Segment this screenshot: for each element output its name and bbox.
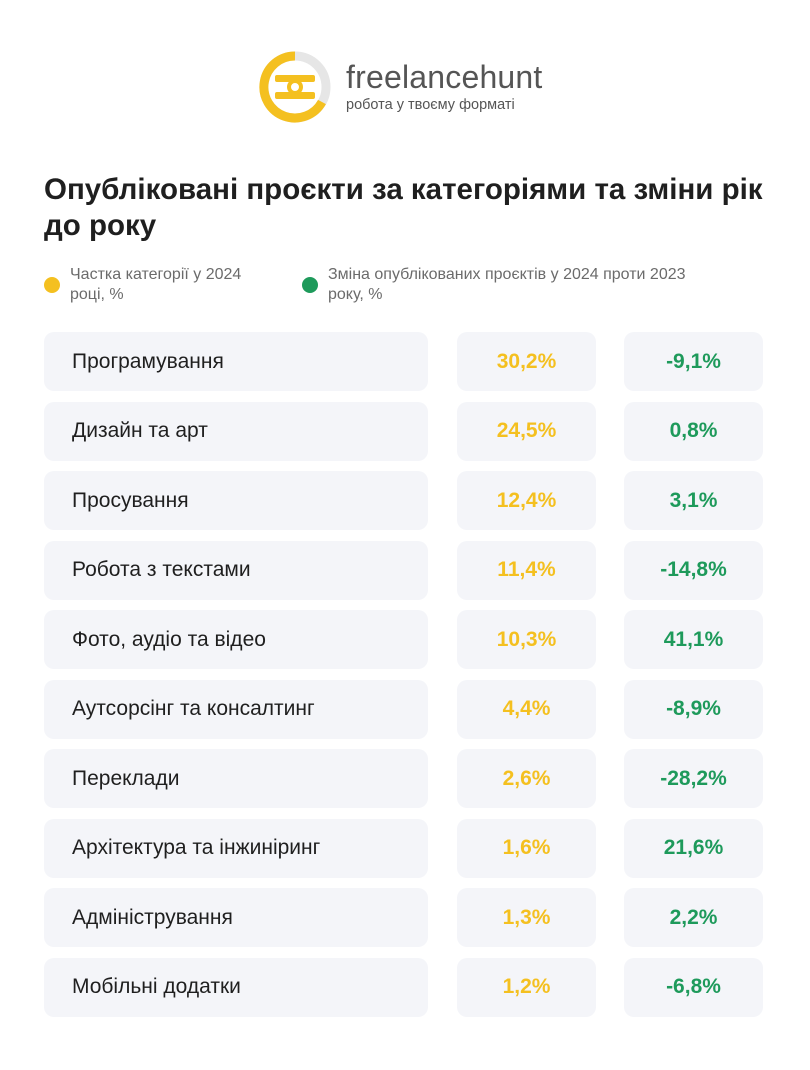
share-cell: 1,2%	[457, 957, 596, 1017]
share-cell: 30,2%	[457, 332, 596, 391]
brand-logo: freelancehunt робота у твоєму форматі	[258, 50, 543, 124]
change-cell: -28,2%	[624, 749, 763, 808]
share-cell: 1,3%	[457, 888, 596, 947]
category-table: Програмування 30,2% -9,1% Дизайн та арт …	[44, 332, 764, 1027]
table-row: Переклади 2,6% -28,2%	[44, 749, 764, 808]
category-cell: Програмування	[44, 332, 428, 391]
legend-item-share: Частка категорії у 2024 році, %	[44, 265, 250, 305]
share-cell: 11,4%	[457, 540, 596, 600]
share-cell: 4,4%	[457, 679, 596, 739]
category-cell: Адміністрування	[44, 888, 428, 947]
table-row: Мобільні додатки 1,2% -6,8%	[44, 957, 764, 1017]
table-row: Дизайн та арт 24,5% 0,8%	[44, 401, 764, 461]
table-row: Просування 12,4% 3,1%	[44, 471, 764, 530]
change-cell: 41,1%	[624, 610, 763, 669]
logo-text: freelancehunt робота у твоєму форматі	[346, 60, 543, 114]
change-cell: 3,1%	[624, 471, 763, 530]
change-cell: 2,2%	[624, 888, 763, 947]
legend-item-change: Зміна опублікованих проєктів у 2024 прот…	[302, 265, 688, 305]
change-cell: -6,8%	[624, 957, 763, 1017]
category-cell: Аутсорсінг та консалтинг	[44, 679, 428, 739]
table-row: Робота з текстами 11,4% -14,8%	[44, 540, 764, 600]
freelancehunt-logo-icon	[259, 51, 331, 123]
change-cell: 0,8%	[624, 401, 763, 461]
table-row: Програмування 30,2% -9,1%	[44, 332, 764, 391]
share-cell: 24,5%	[457, 401, 596, 461]
legend-label-change: Зміна опублікованих проєктів у 2024 прот…	[328, 266, 686, 303]
table-row: Адміністрування 1,3% 2,2%	[44, 888, 764, 947]
share-cell: 10,3%	[457, 610, 596, 669]
change-cell: -9,1%	[624, 332, 763, 391]
category-cell: Архітектура та інжиніринг	[44, 818, 428, 878]
green-dot-icon	[302, 277, 318, 293]
table-row: Фото, аудіо та відео 10,3% 41,1%	[44, 610, 764, 669]
change-cell: 21,6%	[624, 818, 763, 878]
category-cell: Робота з текстами	[44, 540, 428, 600]
legend-label-share: Частка категорії у 2024 році, %	[70, 266, 242, 303]
category-cell: Фото, аудіо та відео	[44, 610, 428, 669]
table-row: Аутсорсінг та консалтинг 4,4% -8,9%	[44, 679, 764, 739]
share-cell: 1,6%	[457, 818, 596, 878]
change-cell: -8,9%	[624, 679, 763, 739]
yellow-dot-icon	[44, 277, 60, 293]
brand-tagline: робота у твоєму форматі	[346, 97, 515, 113]
legend: Частка категорії у 2024 році, % Зміна оп…	[44, 265, 764, 309]
share-cell: 2,6%	[457, 749, 596, 808]
category-cell: Дизайн та арт	[44, 401, 428, 461]
category-cell: Переклади	[44, 749, 428, 808]
category-cell: Мобільні додатки	[44, 957, 428, 1017]
brand-name: freelancehunt	[346, 59, 543, 95]
table-row: Архітектура та інжиніринг 1,6% 21,6%	[44, 818, 764, 878]
change-cell: -14,8%	[624, 540, 763, 600]
share-cell: 12,4%	[457, 471, 596, 530]
category-cell: Просування	[44, 471, 428, 530]
page-title: Опубліковані проєкти за категоріями та з…	[44, 173, 763, 242]
